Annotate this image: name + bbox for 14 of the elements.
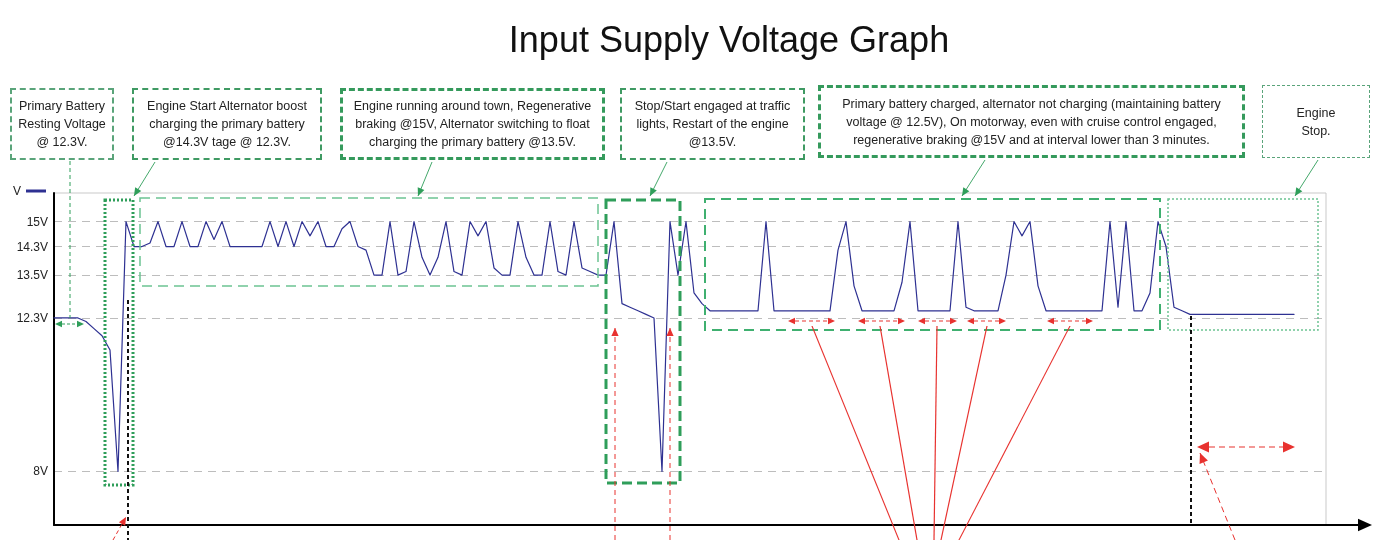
- y-tick-label: 15V: [26, 214, 48, 229]
- y-tick-label: 13.5V: [16, 268, 48, 283]
- y-tick-label: 14.3V: [16, 239, 48, 254]
- text: Engine Start Alternator boost charging the primary battery @14.3V tage @ 12.3V.: [146, 98, 308, 151]
- y-tick-label: 8V: [33, 464, 48, 479]
- text: Engine running around town, Regenerative braking @15V, Alternator switching to float charging the primary battery @13.5V.: [352, 98, 593, 151]
- text: Primary battery charged, alternator not charging (maintaining battery voltage @ 12.5V), On motorway, even with cruise control engaged, regenerative braking @15V and at interval lower than 3 minutes.: [841, 95, 1222, 149]
- text: Primary Battery Resting Voltage @ 12.3V.: [17, 98, 107, 151]
- text: Engine Stop.: [1295, 104, 1337, 140]
- text: Stop/Start engaged at traffic lights, Restart of the engine @13.5V.: [633, 98, 792, 151]
- legend-label: V: [12, 184, 21, 198]
- y-tick-label: 12.3V: [16, 310, 48, 325]
- line-series: [53, 220, 1295, 473]
- chart-title: Input Supply Voltage Graph: [508, 18, 950, 60]
